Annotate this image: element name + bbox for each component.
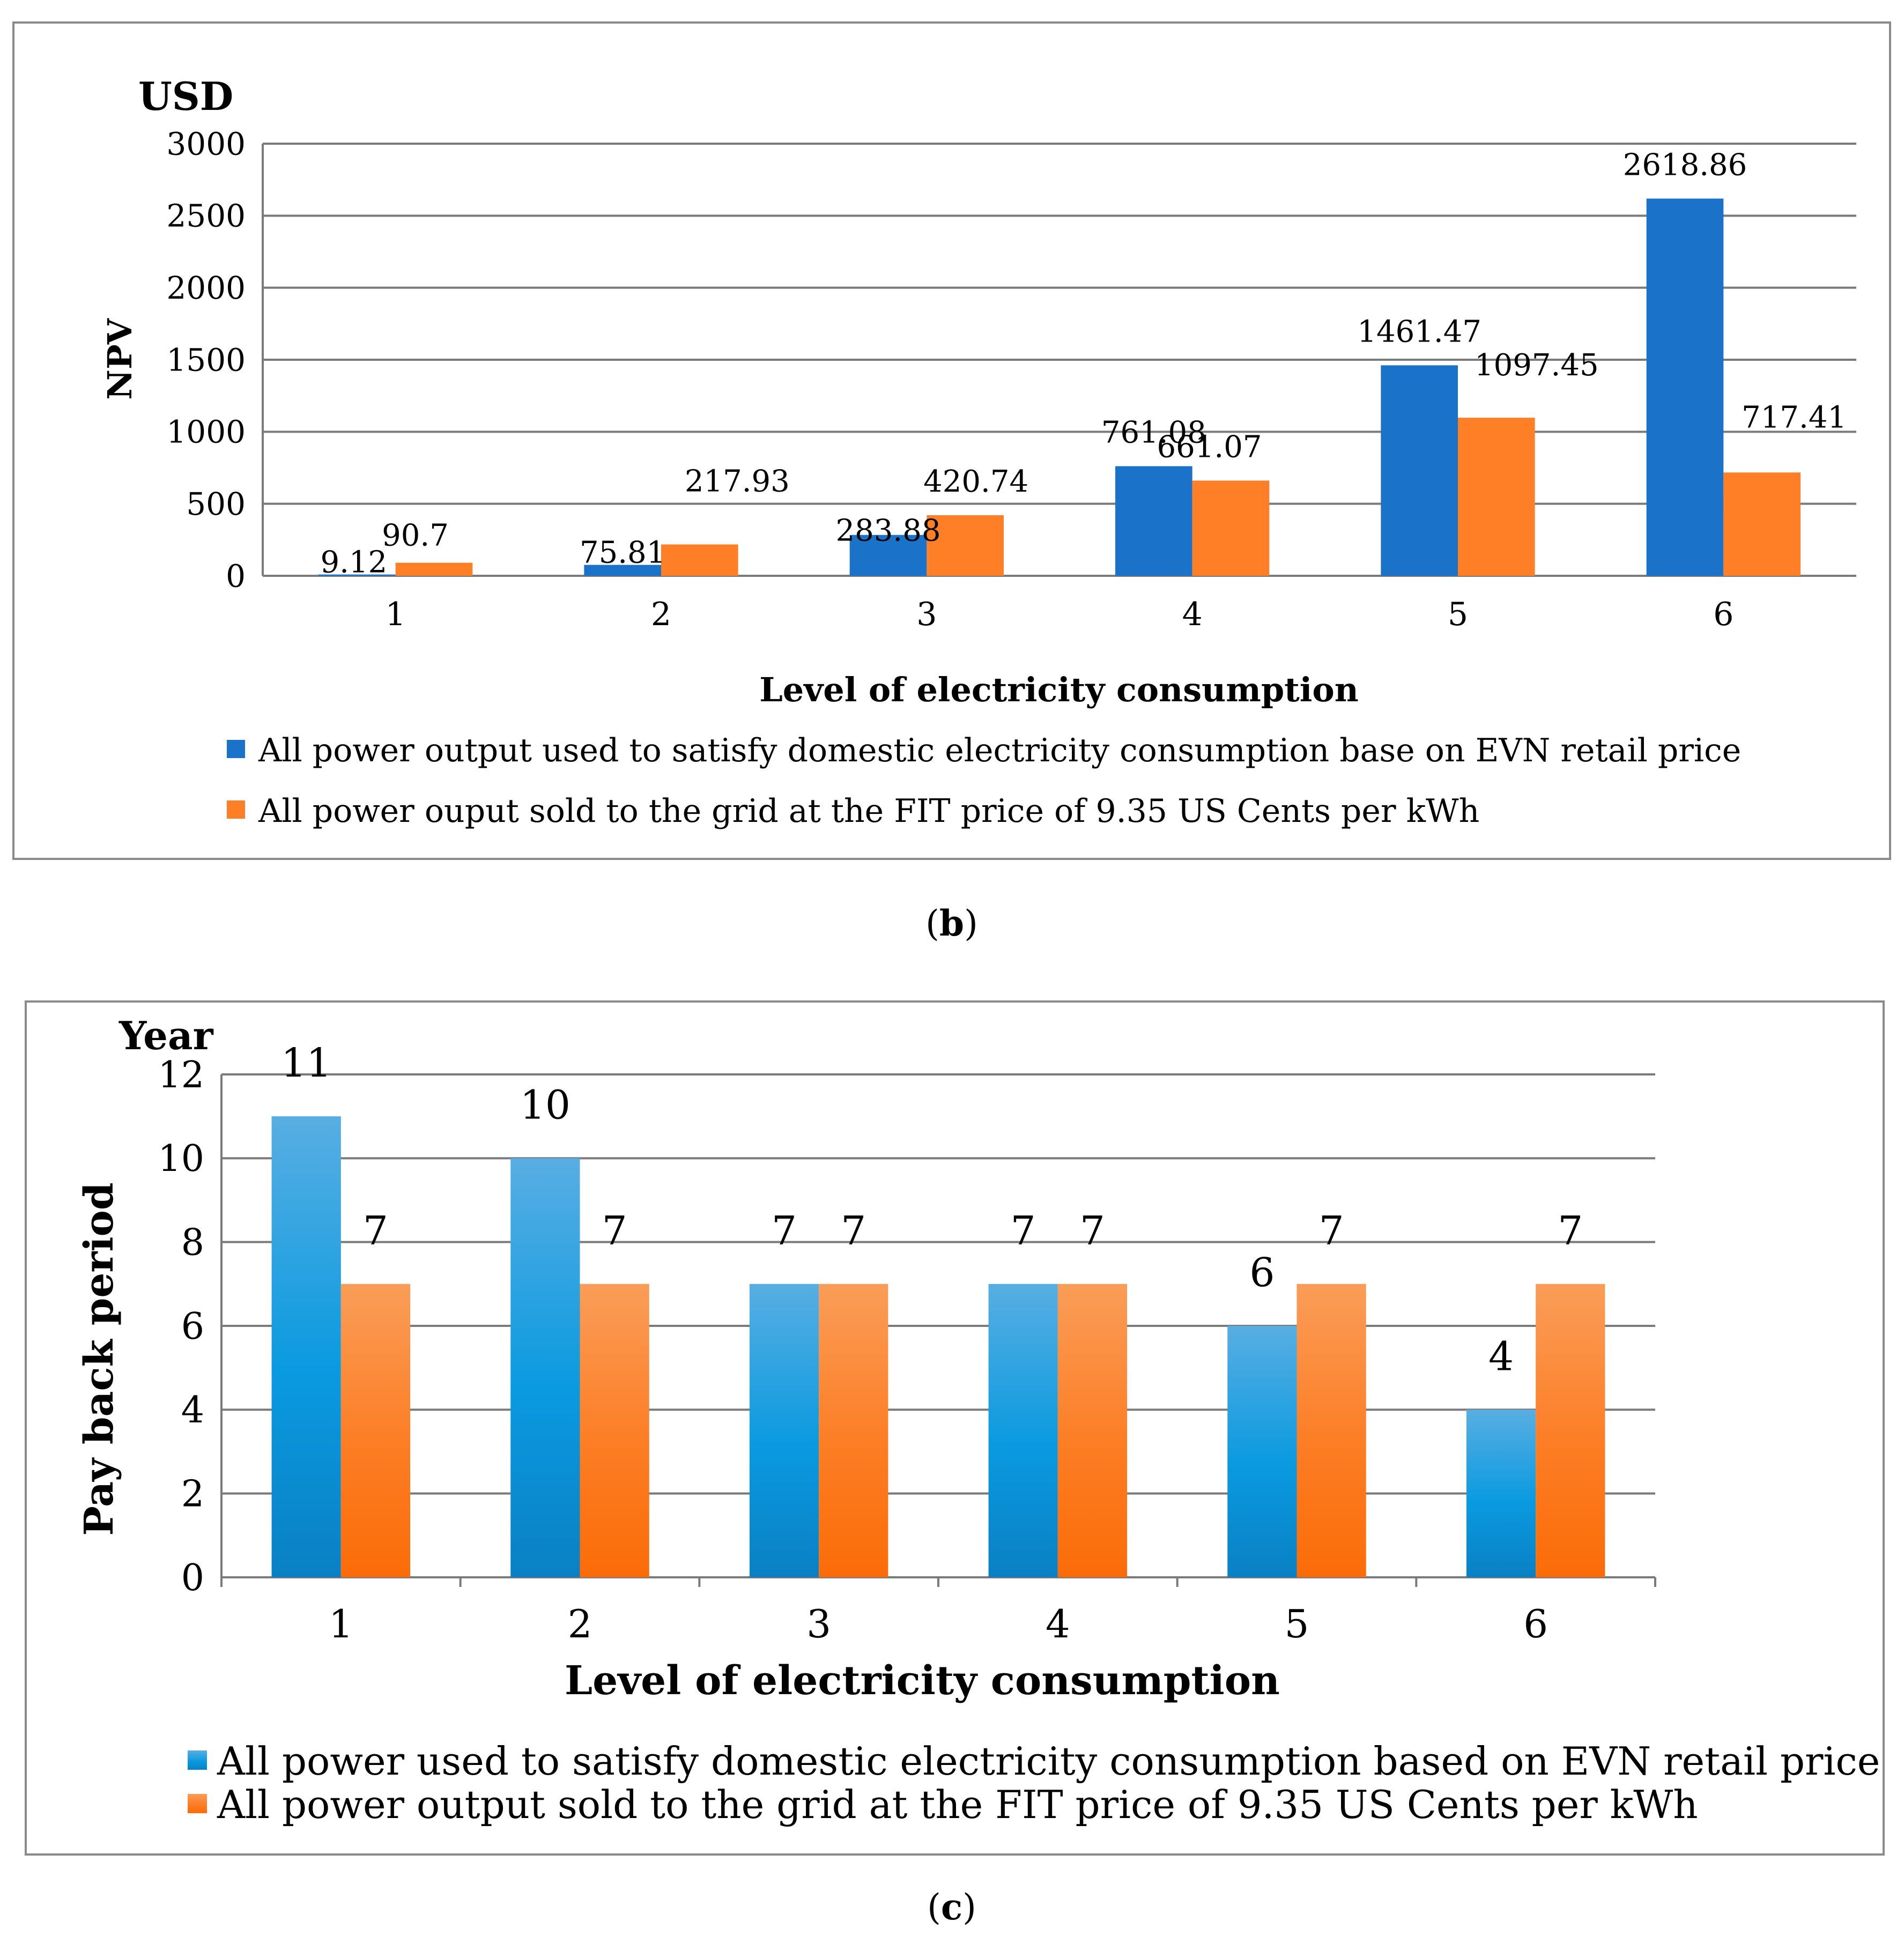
payback-y-tick-label: 8 — [181, 1221, 204, 1264]
npv-bar-series-b-1 — [395, 562, 473, 576]
npv-x-tick-label: 2 — [651, 596, 671, 633]
npv-bar-series-a-5 — [1381, 365, 1458, 576]
npv-data-label-series-a-3: 283.88 — [836, 514, 941, 548]
payback-bar-series-b-1 — [340, 1284, 411, 1577]
payback-bar-series-b-3 — [819, 1284, 888, 1577]
payback-y-tick-label: 4 — [181, 1389, 204, 1431]
panel-caption-c: (c) — [927, 1886, 976, 1928]
payback-bar-series-a-2 — [510, 1158, 580, 1577]
npv-legend-label-b: All power ouput sold to the grid at the … — [258, 792, 1479, 830]
payback-unit-label: Year — [118, 1013, 214, 1058]
payback-bar-series-a-3 — [749, 1284, 819, 1577]
payback-x-axis-label: Level of electricity consumption — [565, 1658, 1280, 1704]
payback-legend-label-a: All power used to satisfy domestic elect… — [217, 1739, 1880, 1784]
payback-legend: All power used to satisfy domestic elect… — [188, 1739, 1880, 1827]
payback-data-label-series-b-1: 7 — [363, 1208, 388, 1254]
npv-x-tick-label: 1 — [386, 596, 406, 633]
payback-data-label-series-b-5: 7 — [1319, 1208, 1344, 1254]
npv-y-tick-label: 2500 — [166, 198, 246, 234]
payback-y-tick-label: 12 — [158, 1054, 204, 1096]
npv-data-label-series-b-3: 420.74 — [923, 464, 1028, 499]
npv-x-tick-label: 6 — [1713, 596, 1733, 633]
payback-x-tick-label: 1 — [329, 1601, 353, 1646]
payback-x-tick-label: 2 — [568, 1601, 592, 1646]
payback-data-label-series-b-4: 7 — [1080, 1208, 1105, 1254]
npv-y-axis-label: NPV — [100, 318, 139, 399]
npv-bar-series-a-6 — [1646, 198, 1724, 576]
npv-data-label-series-a-4: 761.08 — [1101, 416, 1206, 450]
npv-legend: All power output used to satisfy domesti… — [227, 732, 1741, 830]
payback-data-label-series-b-6: 7 — [1558, 1208, 1583, 1254]
payback-y-tick-label: 0 — [181, 1557, 204, 1599]
npv-bar-series-b-6 — [1723, 472, 1801, 576]
npv-y-tick-label: 1000 — [166, 414, 246, 450]
npv-bar-series-b-4 — [1192, 480, 1270, 576]
payback-bar-series-b-5 — [1297, 1284, 1366, 1577]
npv-data-label-series-b-6: 717.41 — [1742, 400, 1847, 435]
npv-bar-series-a-2 — [584, 565, 661, 576]
npv-y-tick-label: 1500 — [166, 342, 246, 378]
payback-data-label-series-a-5: 6 — [1249, 1250, 1275, 1296]
payback-data-label-series-a-6: 4 — [1488, 1333, 1514, 1379]
payback-data-label-series-a-3: 7 — [772, 1208, 797, 1254]
npv-data-label-series-a-6: 2618.86 — [1623, 147, 1747, 182]
payback-bar-series-a-6 — [1466, 1410, 1536, 1577]
payback-data-label-series-a-2: 10 — [520, 1082, 571, 1128]
npv-chart-frame — [12, 21, 1891, 860]
payback-bar-series-b-2 — [580, 1284, 649, 1577]
payback-y-tick-label: 2 — [181, 1473, 204, 1515]
payback-bar-series-b-4 — [1057, 1284, 1128, 1577]
payback-data-label-series-a-4: 7 — [1011, 1208, 1036, 1254]
npv-bar-series-b-3 — [927, 515, 1004, 576]
npv-bar-series-a-1 — [318, 574, 396, 576]
payback-x-tick-label: 4 — [1046, 1601, 1070, 1646]
npv-data-label-series-a-2: 75.81 — [580, 536, 665, 570]
npv-bar-series-a-3 — [849, 535, 927, 576]
payback-bar-series-a-5 — [1227, 1326, 1297, 1577]
npv-bar-series-b-2 — [661, 544, 738, 576]
npv-unit-label: USD — [138, 73, 233, 119]
payback-y-tick-label: 6 — [181, 1305, 204, 1348]
panel-caption-b: (b) — [925, 902, 978, 944]
payback-legend-label-b: All power output sold to the grid at the… — [217, 1782, 1698, 1827]
npv-data-label-series-a-1: 9.12 — [320, 545, 387, 580]
payback-data-label-series-b-2: 7 — [602, 1208, 627, 1254]
payback-bar-series-b-6 — [1536, 1284, 1605, 1577]
payback-x-tick-label: 5 — [1285, 1601, 1309, 1646]
npv-bar-series-a-4 — [1115, 466, 1192, 576]
payback-legend-swatch-b — [188, 1794, 207, 1813]
npv-x-tick-label: 3 — [916, 596, 937, 633]
payback-legend-swatch-a — [188, 1750, 207, 1770]
npv-legend-label-a: All power output used to satisfy domesti… — [258, 732, 1741, 769]
npv-x-tick-label: 5 — [1448, 596, 1468, 633]
payback-data-label-series-a-1: 11 — [281, 1040, 331, 1086]
payback-data-label-series-b-3: 7 — [841, 1208, 866, 1254]
npv-chart-panel: USD NPV 0 500 1000 1500 2000 2500 3000 9.1290.… — [12, 21, 1891, 860]
npv-x-tick-label: 4 — [1182, 596, 1203, 633]
npv-data-label-series-b-5: 1097.45 — [1475, 348, 1599, 383]
npv-data-label-series-b-1: 90.7 — [382, 518, 449, 553]
npv-x-axis-label: Level of electricity consumption — [759, 670, 1359, 709]
npv-data-label-series-b-2: 217.93 — [685, 464, 790, 499]
npv-data-label-series-b-4: 661.07 — [1157, 429, 1262, 464]
npv-legend-swatch-a — [227, 740, 245, 758]
payback-x-tick-label: 3 — [806, 1601, 831, 1646]
payback-bar-series-a-4 — [988, 1284, 1058, 1577]
npv-legend-swatch-b — [227, 800, 245, 819]
payback-y-axis-label: Pay back period — [76, 1182, 122, 1535]
npv-y-tick-label: 500 — [186, 486, 246, 522]
npv-y-tick-label: 0 — [226, 558, 246, 594]
payback-bar-series-a-1 — [271, 1116, 341, 1577]
npv-y-tick-label: 2000 — [166, 270, 246, 306]
npv-bar-series-b-5 — [1458, 418, 1535, 576]
npv-data-label-series-a-5: 1461.47 — [1357, 314, 1481, 349]
npv-y-tick-label: 3000 — [166, 125, 246, 162]
payback-y-tick-label: 10 — [158, 1138, 204, 1180]
payback-x-tick-label: 6 — [1523, 1601, 1548, 1646]
